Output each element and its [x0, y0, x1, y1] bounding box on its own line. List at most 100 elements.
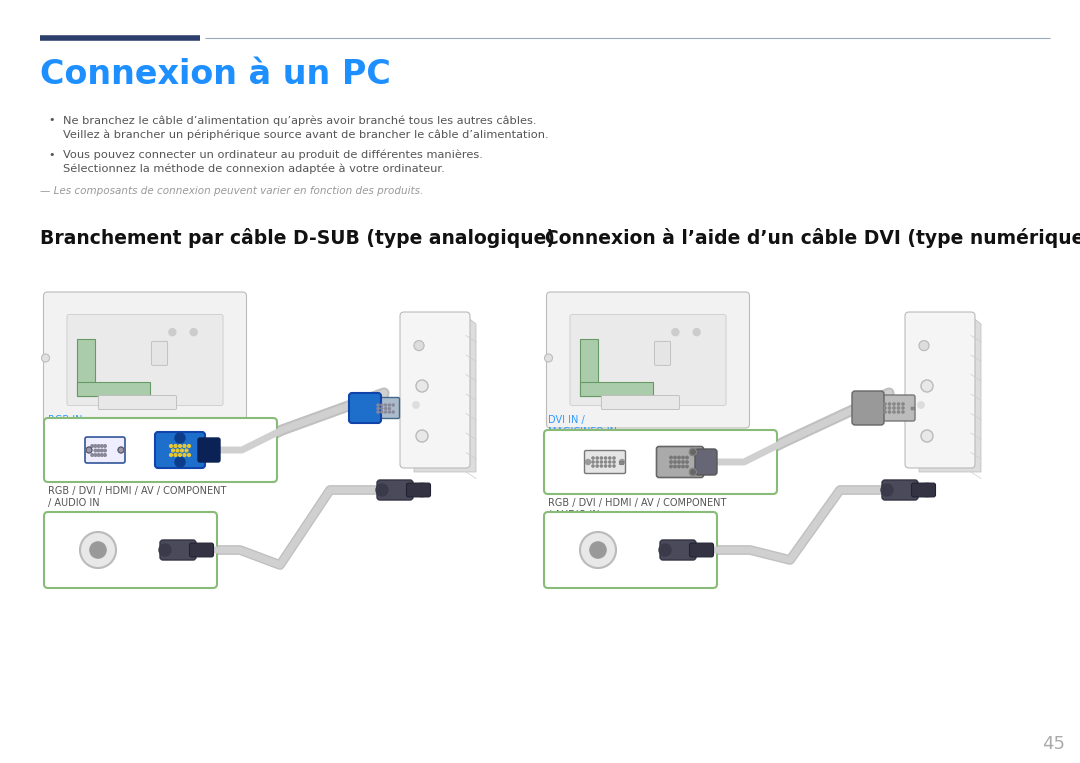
Circle shape [168, 329, 176, 336]
Circle shape [389, 404, 390, 406]
Circle shape [86, 447, 92, 453]
FancyBboxPatch shape [43, 292, 246, 428]
Circle shape [674, 461, 676, 463]
FancyBboxPatch shape [912, 483, 935, 497]
FancyBboxPatch shape [370, 398, 400, 418]
Circle shape [883, 407, 886, 409]
Circle shape [613, 465, 616, 467]
Circle shape [170, 445, 173, 447]
Circle shape [185, 449, 188, 452]
Circle shape [919, 340, 929, 351]
Circle shape [392, 411, 394, 413]
FancyBboxPatch shape [657, 446, 703, 478]
FancyBboxPatch shape [44, 512, 217, 588]
Circle shape [416, 430, 428, 442]
Circle shape [80, 532, 116, 568]
Circle shape [104, 454, 106, 456]
Circle shape [389, 411, 390, 413]
Circle shape [883, 403, 886, 405]
Circle shape [681, 461, 685, 463]
Circle shape [893, 407, 895, 409]
Circle shape [889, 403, 891, 405]
Circle shape [596, 461, 598, 463]
Circle shape [381, 407, 382, 410]
Polygon shape [414, 316, 476, 472]
Circle shape [670, 456, 672, 459]
FancyBboxPatch shape [406, 483, 431, 497]
Circle shape [414, 340, 424, 351]
Circle shape [374, 398, 378, 404]
Circle shape [91, 445, 94, 447]
Text: RGB IN: RGB IN [48, 415, 82, 425]
Circle shape [104, 449, 106, 452]
FancyBboxPatch shape [44, 418, 276, 482]
Circle shape [97, 449, 100, 452]
Circle shape [902, 411, 904, 413]
Circle shape [190, 329, 198, 336]
Circle shape [889, 411, 891, 413]
Circle shape [678, 456, 680, 459]
Circle shape [670, 465, 672, 468]
Circle shape [596, 457, 598, 459]
Circle shape [674, 456, 676, 459]
Circle shape [600, 457, 603, 459]
Circle shape [605, 465, 607, 467]
Circle shape [920, 483, 934, 497]
Circle shape [605, 457, 607, 459]
Circle shape [585, 459, 591, 465]
Text: •: • [48, 115, 54, 125]
FancyBboxPatch shape [882, 480, 918, 500]
Circle shape [893, 411, 895, 413]
Circle shape [384, 407, 387, 410]
Circle shape [118, 447, 124, 453]
Circle shape [416, 380, 428, 392]
Circle shape [893, 403, 895, 405]
Circle shape [580, 532, 616, 568]
Circle shape [178, 445, 181, 447]
FancyBboxPatch shape [544, 430, 777, 494]
Circle shape [184, 453, 186, 456]
Circle shape [175, 433, 185, 443]
Circle shape [392, 404, 394, 406]
Circle shape [381, 411, 382, 413]
Text: / AUDIO IN: / AUDIO IN [48, 498, 99, 508]
Circle shape [921, 430, 933, 442]
FancyBboxPatch shape [570, 314, 726, 405]
Text: •: • [48, 150, 54, 160]
Bar [77, 339, 95, 395]
Circle shape [544, 354, 553, 362]
Circle shape [374, 413, 378, 417]
Circle shape [94, 454, 97, 456]
FancyBboxPatch shape [151, 341, 167, 365]
FancyBboxPatch shape [546, 292, 750, 428]
Circle shape [659, 544, 671, 556]
Circle shape [592, 457, 594, 459]
Circle shape [674, 465, 676, 468]
Text: Sélectionnez la méthode de connexion adaptée à votre ordinateur.: Sélectionnez la méthode de connexion ada… [63, 164, 445, 175]
Text: / AUDIO IN: / AUDIO IN [548, 510, 599, 520]
Circle shape [921, 380, 933, 392]
Circle shape [377, 411, 379, 413]
Polygon shape [919, 316, 981, 472]
Circle shape [90, 542, 106, 558]
Text: Branchement par câble D-SUB (type analogique): Branchement par câble D-SUB (type analog… [40, 228, 555, 248]
Text: DVI IN /: DVI IN / [548, 415, 584, 425]
FancyBboxPatch shape [67, 314, 224, 405]
Circle shape [381, 404, 382, 406]
Circle shape [889, 407, 891, 409]
Circle shape [678, 461, 680, 463]
Circle shape [188, 445, 190, 447]
Text: — Les composants de connexion peuvent varier en fonction des produits.: — Les composants de connexion peuvent va… [40, 186, 423, 196]
Circle shape [609, 457, 611, 459]
Circle shape [377, 407, 379, 410]
FancyBboxPatch shape [654, 341, 671, 365]
Circle shape [609, 461, 611, 463]
Circle shape [686, 465, 688, 468]
Circle shape [881, 484, 893, 496]
Circle shape [592, 465, 594, 467]
Text: 45: 45 [1042, 735, 1065, 753]
FancyBboxPatch shape [875, 395, 915, 421]
Bar [580, 339, 598, 395]
Circle shape [97, 445, 100, 447]
Circle shape [376, 484, 388, 496]
